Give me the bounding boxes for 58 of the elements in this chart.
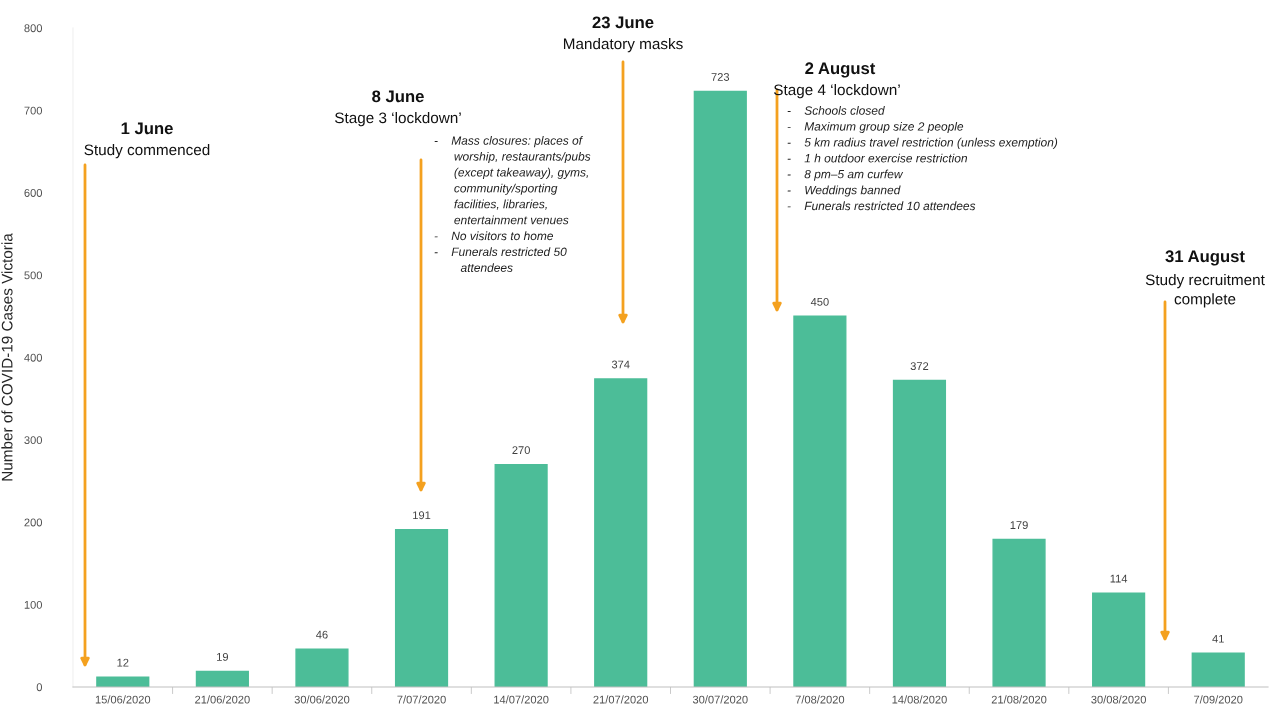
x-tick-label: 30/06/2020: [294, 695, 350, 704]
annotation: - Schools closed - Maximum group size 2 people - 5 km radius travel restriction (unless exemption) - 1 h outdoor exercise restriction - 8 pm–5 am curfew - Weddings banned - Funerals restricted 10 attendees: [787, 106, 1058, 211]
data-label: 179: [1010, 521, 1028, 530]
data-label: 723: [711, 73, 730, 81]
y-tick-label: 600: [24, 189, 43, 197]
bar: [295, 648, 349, 687]
x-tick-label: 7/09/2020: [1194, 695, 1243, 704]
y-tick-label: 100: [24, 600, 43, 609]
annotation: Study commenced: [84, 144, 210, 159]
x-tick-label: 30/08/2020: [1091, 695, 1146, 704]
data-label: 114: [1110, 574, 1128, 583]
data-label: 41: [1212, 634, 1224, 643]
data-label: 372: [910, 362, 929, 371]
bar: [195, 670, 249, 687]
y-tick-label: 300: [24, 436, 43, 445]
y-tick-label: 700: [24, 106, 43, 115]
y-tick-label: 0: [36, 683, 43, 692]
y-axis-title: Number of COVID-19 Cases Victoria: [1, 233, 13, 481]
annotation: Stage 4 ‘lockdown’: [774, 84, 900, 99]
bar: [693, 90, 747, 687]
annotation: 23 June: [592, 16, 654, 29]
bar: [992, 538, 1046, 687]
bar: [394, 528, 449, 687]
bar: [793, 315, 847, 687]
y-tick-label: 200: [24, 518, 43, 527]
bar: [1092, 592, 1146, 687]
annotation: 1 June: [121, 122, 173, 135]
bar: [1191, 652, 1245, 687]
annotation: 2 August: [805, 62, 876, 78]
data-label: 19: [217, 652, 229, 661]
data-label: 374: [611, 360, 630, 369]
annotation: Mandatory masks: [563, 38, 683, 53]
x-tick-label: 15/06/2020: [95, 695, 151, 704]
x-tick-label: 14/07/2020: [494, 695, 549, 704]
x-tick-label: 21/06/2020: [195, 695, 250, 704]
y-tick-label: 800: [24, 24, 43, 33]
annotation: Stage 3 ‘lockdown’: [335, 112, 461, 127]
y-tick-label: 400: [24, 353, 43, 362]
bar: [96, 676, 150, 687]
bar: [494, 463, 548, 687]
text: - Mass closures: places of worship, restaurants/pubs (except takeaway), gyms, community/sporting facilities, libraries, entertainment venues - No visitors to home - Funerals restricted 50 attendees: [434, 136, 591, 272]
data-label: 12: [117, 658, 129, 667]
annotation: 8 June: [372, 90, 424, 103]
data-label: 450: [810, 297, 829, 306]
x-tick-label: 7/08/2020: [795, 695, 845, 704]
x-tick-label: 21/08/2020: [991, 695, 1047, 704]
bar: [892, 379, 947, 687]
y-tick-label: 500: [24, 271, 43, 280]
x-tick-label: 21/07/2020: [593, 695, 649, 704]
x-tick-label: 30/07/2020: [692, 695, 748, 704]
data-label: 270: [512, 446, 530, 455]
annotation: 31 August: [1165, 250, 1245, 266]
x-tick-label: 14/08/2020: [892, 695, 947, 704]
data-label: 191: [413, 511, 431, 520]
annotation: Study recruitment complete: [1145, 274, 1265, 308]
x-tick-label: 7/07/2020: [397, 695, 446, 704]
bar: [594, 378, 648, 687]
data-label: 46: [316, 630, 328, 639]
